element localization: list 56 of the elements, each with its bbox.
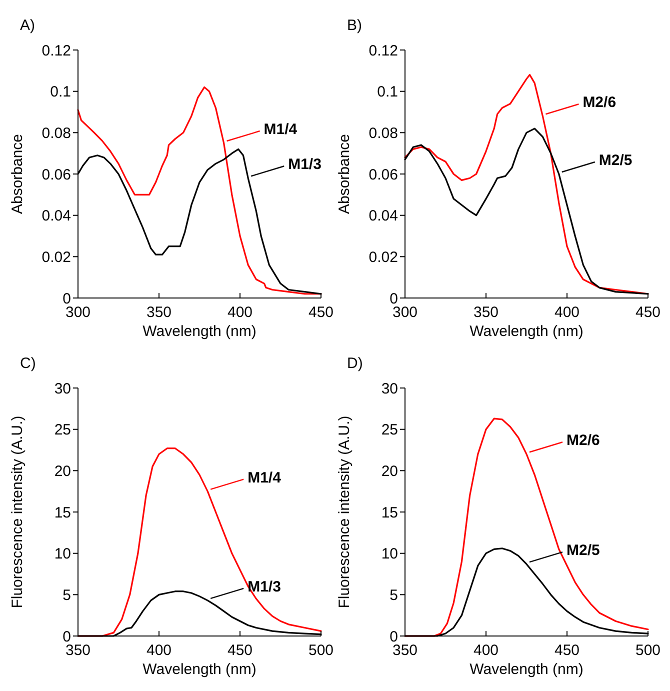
y-tick-label: 0.02: [42, 248, 71, 266]
x-axis-title: Wavelength (nm): [142, 661, 256, 678]
chart-title: D): [347, 355, 363, 372]
y-tick-label: 0.12: [42, 42, 71, 60]
y-tick-label: 10: [54, 546, 71, 563]
y-tick-label: 20: [381, 462, 398, 480]
legend-label: M1/4: [248, 469, 282, 486]
legend-label: M2/5: [566, 542, 600, 560]
y-axis-title: Absorbance: [9, 134, 26, 214]
chart-title: C): [20, 355, 36, 372]
legend-label: M2/6: [582, 94, 616, 112]
y-tick-label: 0.1: [377, 84, 398, 101]
y-tick-label: 15: [54, 504, 71, 522]
x-tick-label: 450: [554, 642, 580, 659]
legend-label: M2/6: [566, 432, 600, 450]
y-tick-label: 5: [62, 586, 71, 604]
y-tick-label: 10: [381, 546, 398, 563]
x-axis-title: Wavelength (nm): [470, 323, 584, 340]
y-tick-label: 0.02: [368, 248, 398, 266]
legend-label: M1/4: [264, 121, 298, 138]
y-axis-title: Fluorescence intensity (A.U.): [336, 416, 353, 608]
x-tick-label: 400: [473, 642, 499, 659]
y-axis-title: Absorbance: [336, 134, 353, 214]
y-tick-label: 0.1: [50, 84, 71, 101]
y-tick-label: 0.08: [368, 124, 398, 142]
chart-title: B): [347, 17, 362, 34]
y-tick-label: 0.04: [42, 208, 71, 225]
x-tick-label: 400: [554, 304, 580, 321]
x-tick-label: 350: [473, 304, 499, 321]
legend-label: M1/3: [288, 156, 322, 174]
y-tick-label: 20: [54, 462, 71, 480]
y-tick-label: 30: [54, 380, 71, 398]
y-tick-label: 25: [54, 422, 71, 439]
x-tick-label: 450: [227, 642, 253, 659]
y-tick-label: 0.06: [42, 166, 71, 184]
x-tick-label: 350: [146, 304, 172, 321]
x-tick-label: 450: [308, 304, 334, 321]
legend-label: M1/3: [248, 578, 281, 596]
y-tick-label: 25: [381, 422, 398, 439]
y-tick-label: 0.12: [368, 42, 398, 60]
y-tick-label: 0.08: [42, 124, 71, 142]
chart-title: A): [20, 17, 36, 34]
x-tick-label: 500: [308, 642, 334, 659]
x-tick-label: 400: [146, 642, 172, 659]
y-axis-title: Fluorescence intensity (A.U.): [9, 416, 26, 608]
legend-label: M2/5: [598, 152, 632, 169]
x-tick-label: 400: [227, 304, 253, 321]
x-tick-label: 450: [635, 304, 661, 321]
x-axis-title: Wavelength (nm): [142, 323, 256, 340]
x-axis-title: Wavelength (nm): [470, 661, 584, 678]
x-tick-label: 500: [635, 642, 661, 659]
y-tick-label: 5: [390, 586, 398, 604]
y-tick-label: 0.06: [368, 166, 398, 184]
y-tick-label: 0.04: [368, 208, 398, 225]
y-tick-label: 30: [381, 380, 398, 398]
y-tick-label: 15: [381, 504, 398, 522]
